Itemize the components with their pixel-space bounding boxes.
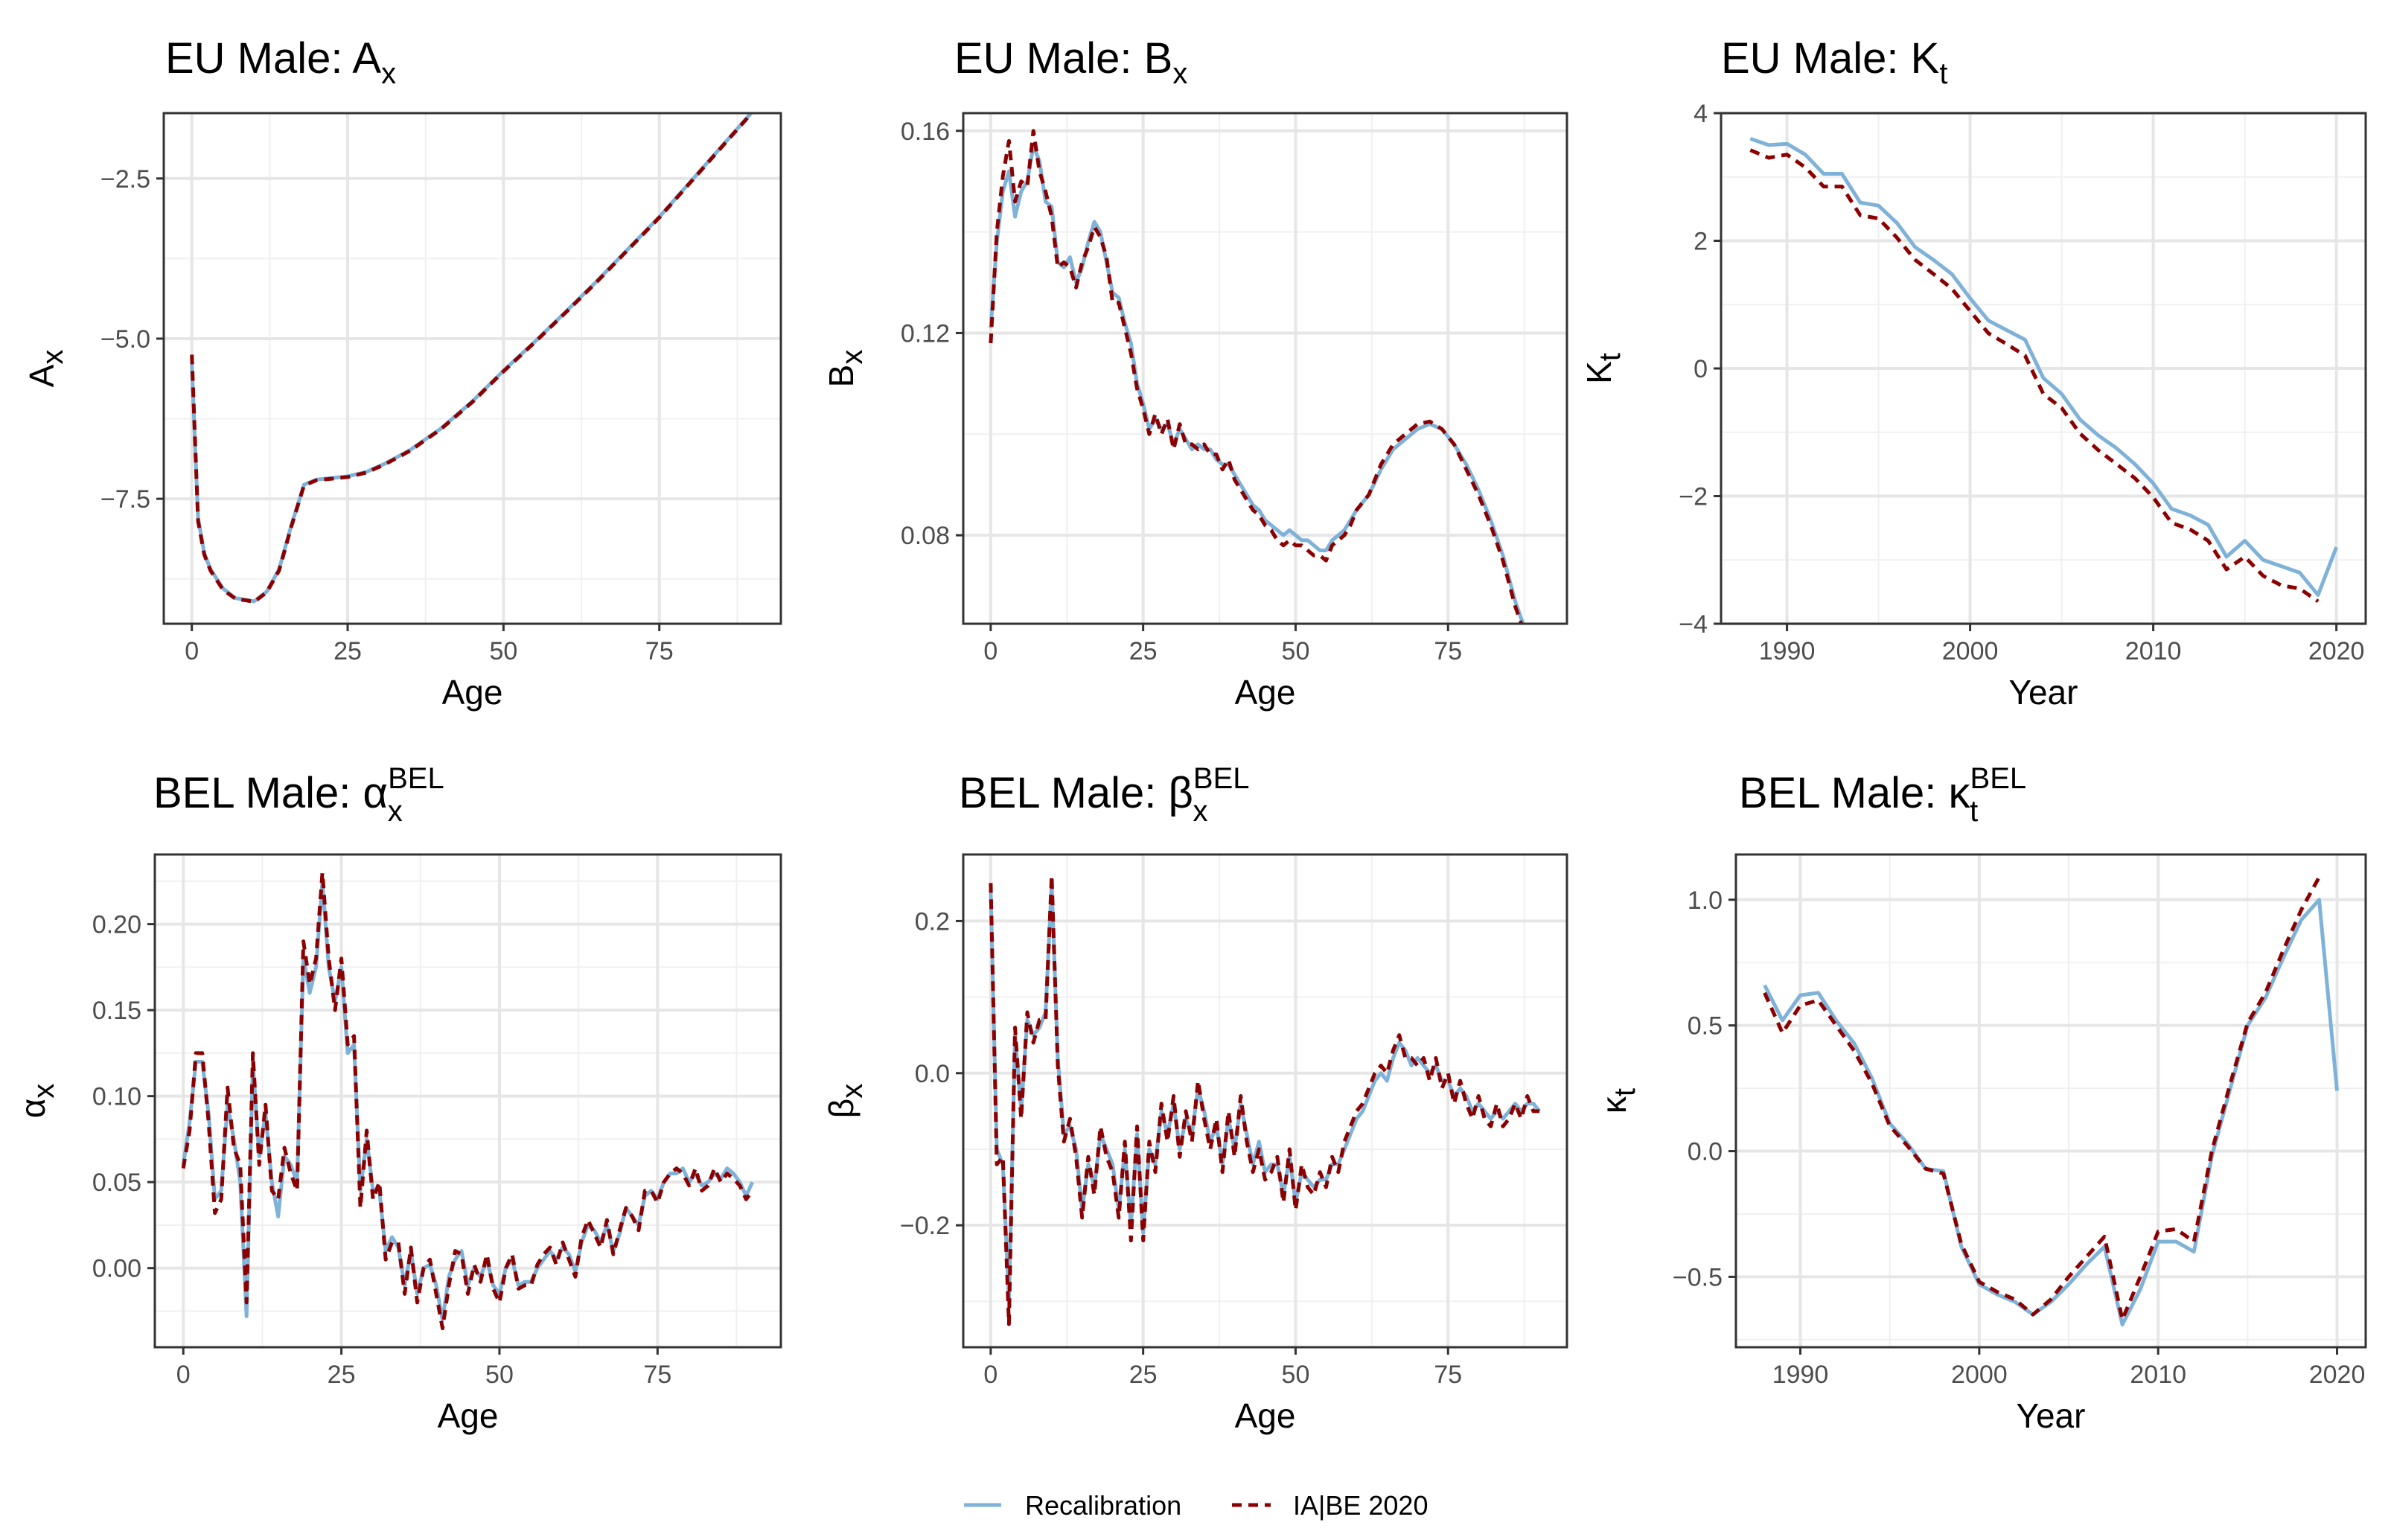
panel-title: BEL Male: κBEL t <box>1739 762 2026 828</box>
y-tick-label: 0.16 <box>901 118 950 146</box>
x-tick-label: 25 <box>328 1361 356 1389</box>
plot-area <box>1736 854 2366 1347</box>
y-axis-label: Ax <box>22 350 69 388</box>
y-tick-label: 0.12 <box>901 319 950 348</box>
chart-panels: 0 25 50 75 −2.5 −5.0 −7.5 Age Ax EU Male: Ax 0 25 50… <box>13 34 2367 1435</box>
x-tick-label: 75 <box>645 637 674 665</box>
x-tick-label: 75 <box>1434 637 1462 665</box>
x-tick-label: 75 <box>1434 1361 1462 1389</box>
y-tick-label: 0 <box>1694 355 1708 383</box>
plot-area <box>155 854 781 1347</box>
legend-label-iabe-2020: IA|BE 2020 <box>1293 1490 1428 1521</box>
panel-border <box>153 853 782 1349</box>
y-axis-label: Bx <box>822 350 869 388</box>
x-tick-label: 1990 <box>1759 637 1816 665</box>
y-axis-label: Kt <box>1580 353 1627 384</box>
panel-border <box>962 112 1568 625</box>
x-axis-label: Age <box>1235 673 1296 712</box>
y-tick-label: 0.20 <box>92 911 141 939</box>
series-line-ia-be-2020 <box>190 113 755 604</box>
x-tick-label: 25 <box>1129 1361 1158 1389</box>
x-axis-label: Year <box>2009 673 2078 712</box>
x-tick-label: 1990 <box>1772 1361 1829 1389</box>
y-tick-label: −4 <box>1679 610 1708 639</box>
x-tick-label: 0 <box>176 1361 191 1389</box>
x-axis-label: Age <box>1235 1396 1296 1435</box>
panel-border <box>1734 853 2367 1349</box>
series-line-ia-be-2020 <box>989 873 1540 1326</box>
y-tick-label: −0.5 <box>1673 1263 1723 1291</box>
y-tick-label: 0.08 <box>901 522 950 550</box>
panel-eu_kt: 1990 2000 2010 2020 −4 −2 0 2 4 Year Kt EU Male: Kt <box>1580 34 2367 712</box>
y-tick-label: −5.0 <box>100 325 150 354</box>
y-tick-label: 0.5 <box>1688 1012 1723 1041</box>
y-tick-label: 0.05 <box>92 1169 141 1197</box>
panel-eu_ax: 0 25 50 75 −2.5 −5.0 −7.5 Age Ax EU Male: Ax <box>22 34 782 712</box>
x-tick-label: 0 <box>983 637 997 665</box>
series-line-recalibration <box>989 144 1525 624</box>
y-tick-label: 0.10 <box>92 1083 141 1111</box>
x-tick-label: 50 <box>485 1361 514 1389</box>
y-tick-label: 0.15 <box>92 997 141 1025</box>
y-tick-label: −0.2 <box>900 1212 950 1240</box>
panel-bel_beta: 0 25 50 75 −0.2 0.0 0.2 Age βx BEL Male: βBEL x <box>822 762 1568 1435</box>
x-tick-label: 50 <box>1282 637 1310 665</box>
legend-label-recalibration: Recalibration <box>1025 1490 1181 1521</box>
series-line-recalibration <box>1749 136 2338 597</box>
y-tick-label: 2 <box>1694 228 1708 256</box>
y-axis-label: βx <box>822 1084 869 1118</box>
y-tick-label: 0.0 <box>915 1060 950 1088</box>
x-tick-label: 2010 <box>2130 1361 2186 1389</box>
panel-bel_alpha: 0 25 50 75 0.00 0.05 0.10 0.15 0.20 Age αx BEL Male… <box>13 762 782 1435</box>
panel-title: BEL Male: βBEL x <box>959 762 1250 828</box>
x-tick-label: 2000 <box>1942 637 1999 665</box>
x-tick-label: 2010 <box>2125 637 2182 665</box>
legend: Recalibration IA|BE 2020 <box>964 1490 1428 1521</box>
y-tick-label: −2 <box>1679 483 1708 511</box>
y-tick-label: 0.00 <box>92 1255 141 1283</box>
plot-area <box>963 113 1567 624</box>
y-tick-label: −2.5 <box>100 165 150 194</box>
y-axis-label: κt <box>1594 1088 1641 1114</box>
panel-eu_bx: 0 25 50 75 0.08 0.12 0.16 Age Bx EU Male: Bx <box>822 34 1568 712</box>
x-tick-label: 25 <box>1129 637 1158 665</box>
y-tick-label: −7.5 <box>100 485 150 514</box>
y-axis-label: αx <box>13 1084 60 1119</box>
x-tick-label: 50 <box>1282 1361 1310 1389</box>
x-axis-label: Year <box>2017 1396 2086 1435</box>
x-tick-label: 2020 <box>2309 1361 2366 1389</box>
y-tick-label: 0.2 <box>915 907 950 936</box>
x-tick-label: 25 <box>333 637 362 665</box>
x-tick-label: 50 <box>489 637 517 665</box>
panel-title: EU Male: Kt <box>1721 34 1947 90</box>
plot-area <box>164 113 781 624</box>
x-axis-label: Age <box>438 1396 499 1435</box>
panel-bel_kappa: 1990 2000 2010 2020 −0.5 0.0 0.5 1.0 Year κt BEL M… <box>1594 762 2367 1435</box>
y-tick-label: 0.0 <box>1688 1138 1723 1166</box>
x-axis-label: Age <box>442 673 503 712</box>
panel-title: EU Male: Bx <box>954 34 1187 90</box>
panel-title: BEL Male: αBEL x <box>153 762 444 828</box>
x-tick-label: 0 <box>185 637 199 665</box>
y-tick-label: 1.0 <box>1688 886 1723 915</box>
series-line-ia-be-2020 <box>1763 876 2321 1322</box>
panel-title: EU Male: Ax <box>165 34 396 90</box>
panel-border <box>162 112 782 625</box>
x-tick-label: 2020 <box>2308 637 2365 665</box>
y-tick-label: 4 <box>1694 100 1708 128</box>
x-tick-label: 2000 <box>1951 1361 2008 1389</box>
series-line-ia-be-2020 <box>989 129 1524 624</box>
x-tick-label: 75 <box>643 1361 671 1389</box>
x-tick-label: 0 <box>983 1361 997 1389</box>
panel-border <box>962 853 1568 1349</box>
series-line-ia-be-2020 <box>181 870 754 1331</box>
series-line-ia-be-2020 <box>1749 148 2320 604</box>
